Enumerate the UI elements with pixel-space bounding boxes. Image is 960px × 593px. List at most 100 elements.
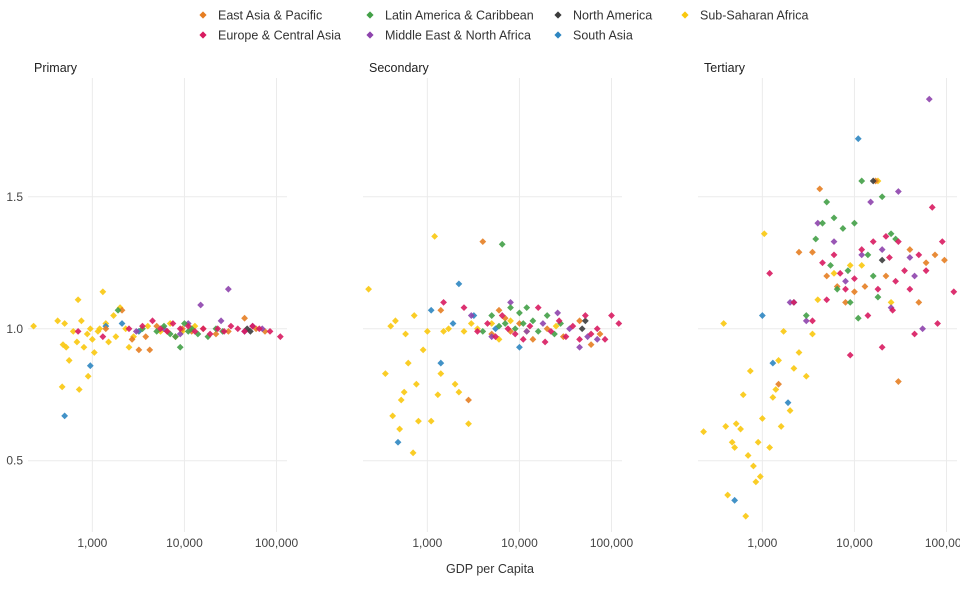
data-point-eap [135, 346, 143, 354]
legend-key-ssa [681, 11, 689, 19]
data-point-sa [516, 343, 523, 351]
data-point-ssa [790, 364, 798, 372]
data-point-eca [249, 322, 257, 330]
data-point-eca [541, 338, 549, 346]
data-point-ssa [125, 343, 133, 351]
data-point-sa [118, 320, 126, 327]
data-point-sa [731, 496, 739, 504]
x-tick-label: 10,000 [501, 536, 538, 550]
data-point-lac [874, 293, 882, 301]
data-point-ssa [440, 327, 447, 335]
data-point-ssa [427, 417, 435, 425]
data-point-ssa [802, 372, 810, 380]
data-point-mena [523, 327, 531, 335]
data-point-eap [153, 322, 161, 330]
data-point-ssa [62, 343, 70, 351]
data-point-eca [492, 333, 499, 341]
data-point-eap [587, 341, 595, 348]
data-point-lac [495, 322, 503, 330]
data-point-ssa [858, 262, 866, 269]
data-point-eca [169, 320, 177, 327]
data-point-eca [882, 232, 890, 240]
facet-panels: Primary 1,000 10,000 100,000 Secondary 1,000 1… [28, 61, 960, 550]
x-tick-label: 1,000 [412, 536, 442, 550]
data-point-eca [214, 325, 222, 333]
data-point-eca [615, 320, 623, 327]
data-point-ssa [809, 330, 816, 338]
data-point-ssa [116, 304, 124, 312]
data-point-lac [160, 322, 168, 330]
data-point-mena [894, 188, 902, 195]
data-point-mena [554, 309, 562, 317]
facet-panel-secondary: Secondary 1,000 10,000 100,000 [363, 61, 634, 550]
data-point-ssa [814, 296, 822, 304]
data-point-eca [504, 325, 512, 333]
data-point-ssa [83, 330, 91, 338]
data-point-eca [886, 254, 893, 261]
data-point-eap [437, 306, 445, 314]
data-point-ssa [59, 341, 67, 348]
data-point-eap [118, 306, 126, 314]
facet-title: Secondary [369, 61, 430, 75]
data-point-eca [519, 335, 527, 343]
data-point-eca [889, 306, 897, 314]
data-point-na [578, 325, 586, 333]
data-point-mena [488, 333, 496, 341]
data-point-lac [534, 327, 542, 335]
data-point-eca [864, 312, 872, 319]
data-point-eca [206, 330, 214, 338]
legend-label: East Asia & Pacific [218, 9, 322, 23]
data-point-eap [922, 259, 930, 267]
data-point-eca [911, 330, 918, 338]
data-point-ssa [392, 317, 399, 325]
legend-key-eca [199, 31, 207, 39]
data-point-mena [467, 312, 475, 319]
data-point-eca [809, 317, 816, 325]
data-point-lac [172, 333, 179, 341]
data-point-eca [234, 325, 242, 333]
facet-title: Primary [34, 61, 78, 75]
data-point-ssa [397, 396, 405, 404]
data-point-ssa [191, 322, 199, 330]
data-point-na [246, 327, 254, 335]
data-point-ssa [400, 388, 408, 396]
data-point-ssa [110, 312, 117, 319]
data-point-eca [601, 335, 609, 343]
data-point-eca [823, 296, 831, 304]
legend-key-mena [366, 31, 374, 39]
data-point-lac [802, 312, 810, 319]
data-point-sa [61, 412, 69, 420]
data-point-eca [149, 317, 156, 325]
data-point-eca [922, 267, 930, 275]
data-point-ssa [766, 444, 774, 451]
data-point-ssa [69, 327, 77, 335]
data-point-lac [823, 198, 831, 206]
legend-item: Sub-Saharan Africa [681, 9, 808, 23]
data-point-ssa [737, 425, 744, 433]
data-point-ssa [437, 370, 445, 378]
data-point-eca [99, 333, 107, 341]
x-tick-label: 100,000 [925, 536, 960, 550]
data-point-mena [858, 251, 866, 259]
data-point-eap [142, 333, 150, 341]
data-point-ssa [758, 415, 766, 422]
data-point-eap [241, 314, 248, 322]
data-point-eap [931, 251, 939, 259]
data-point-eap [146, 346, 154, 354]
data-point-eca [874, 285, 882, 293]
data-point-eca [199, 325, 207, 333]
data-point-ssa [423, 327, 431, 335]
data-point-eca [587, 330, 595, 338]
x-tick-label: 10,000 [836, 536, 873, 550]
data-point-mena [217, 317, 225, 325]
data-point-eca [608, 312, 615, 319]
data-point-lac [557, 320, 565, 327]
data-point-ssa [465, 420, 472, 428]
data-point-mena [830, 238, 838, 246]
data-point-ssa [754, 438, 762, 446]
data-point-na [869, 177, 877, 185]
data-point-lac [878, 193, 886, 201]
data-point-eca [184, 322, 192, 330]
data-point-lac [511, 325, 519, 333]
